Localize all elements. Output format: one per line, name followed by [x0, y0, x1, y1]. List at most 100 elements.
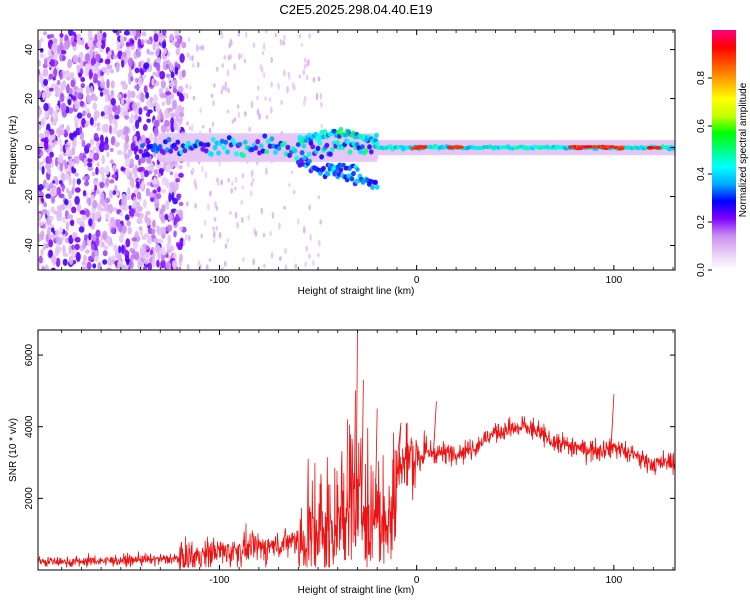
heatmap-cell [164, 119, 170, 128]
heatmap-cell [140, 171, 145, 181]
heatmap-cell [343, 132, 349, 138]
heatmap-cell [212, 226, 215, 231]
heatmap-cell [224, 84, 227, 92]
heatmap-cell [158, 36, 163, 43]
heatmap-cell [231, 181, 234, 186]
heatmap-cell [38, 184, 44, 191]
spectrogram-y-label: Frequency (Hz) [8, 116, 19, 185]
heatmap-cell [226, 135, 232, 141]
heatmap-cell [122, 51, 127, 58]
heatmap-cell [95, 53, 101, 62]
heatmap-cell [134, 154, 140, 160]
heatmap-cell [94, 33, 98, 44]
heatmap-cell [128, 30, 135, 37]
heatmap-cell [201, 44, 205, 51]
heatmap-cell [358, 149, 363, 155]
heatmap-cell [179, 53, 185, 64]
heatmap-cell [92, 263, 97, 269]
heatmap-cell [155, 193, 162, 200]
heatmap-cell [72, 54, 78, 64]
heatmap-cell [360, 144, 365, 150]
heatmap-cell [103, 245, 109, 250]
heatmap-cell [305, 75, 309, 81]
heatmap-cell [51, 267, 56, 270]
heatmap-cell [146, 118, 151, 123]
heatmap-cell [144, 251, 150, 258]
heatmap-cell [95, 236, 100, 247]
heatmap-cell [110, 80, 115, 89]
heatmap-cell [74, 243, 80, 251]
heatmap-cell [123, 30, 130, 36]
heatmap-cell [219, 30, 222, 36]
heatmap-cell [89, 85, 94, 94]
heatmap-cell [182, 239, 186, 246]
heatmap-cell [62, 159, 67, 164]
heatmap-cell [126, 220, 131, 227]
heatmap-cell [87, 197, 92, 207]
heatmap-cell [44, 129, 50, 138]
heatmap-cell [174, 79, 178, 86]
heatmap-cell [41, 208, 48, 215]
heatmap-cell [268, 97, 272, 103]
heatmap-cell [44, 58, 48, 68]
heatmap-cell [154, 198, 160, 209]
heatmap-cell [122, 83, 128, 90]
heatmap-cell [240, 199, 243, 206]
heatmap-cell [329, 147, 335, 153]
heatmap-cell [248, 126, 251, 133]
snr-y-tick-label: 2000 [24, 487, 35, 510]
heatmap-cell [285, 144, 291, 150]
heatmap-cell [178, 209, 184, 218]
heatmap-cell [39, 191, 44, 199]
heatmap-cell [54, 246, 60, 257]
heatmap-cell [229, 38, 233, 46]
heatmap-cell [79, 59, 84, 70]
heatmap-cell [124, 168, 131, 173]
heatmap-cell [196, 61, 200, 68]
heatmap-cell [255, 139, 261, 145]
heatmap-cell [169, 183, 175, 189]
heatmap-cell [147, 262, 153, 270]
heatmap-cell [45, 181, 50, 190]
spectrogram-x-tick-label: 0 [414, 275, 420, 286]
heatmap-cell [64, 198, 69, 206]
heatmap-cell [92, 199, 98, 209]
heatmap-cell [317, 253, 320, 258]
heatmap-cell [79, 100, 85, 107]
heatmap-cell [92, 96, 99, 101]
heatmap-cell [43, 140, 49, 151]
heatmap-cell [161, 176, 168, 186]
snr-panel: -100 0 100 2000 4000 6000 Height of straight… [8, 329, 676, 596]
heatmap-cell [220, 179, 223, 186]
heatmap-cell [61, 172, 66, 183]
heatmap-cell [135, 145, 139, 152]
heatmap-cell [129, 247, 135, 254]
heatmap-cell [173, 172, 179, 180]
heatmap-cell [105, 177, 110, 187]
heatmap-cell [48, 87, 54, 92]
heatmap-cell [149, 162, 154, 172]
heatmap-cell [177, 38, 183, 43]
heatmap-cell [287, 71, 291, 76]
heatmap-cell [171, 99, 178, 110]
heatmap-cell [120, 97, 125, 106]
heatmap-cell [90, 234, 97, 241]
heatmap-cell [174, 30, 181, 37]
heatmap-cell [320, 123, 323, 129]
heatmap-cell [173, 230, 177, 238]
heatmap-cell [143, 62, 150, 70]
heatmap-cell [310, 144, 316, 150]
heatmap-cell [143, 106, 149, 111]
heatmap-cell [58, 138, 62, 146]
heatmap-cell [44, 163, 51, 170]
heatmap-cell [152, 71, 158, 77]
heatmap-cell [155, 102, 161, 113]
heatmap-cell [288, 183, 291, 187]
heatmap-cell [191, 124, 194, 132]
heatmap-cell [179, 226, 183, 231]
heatmap-cell [309, 233, 312, 242]
heatmap-cell [43, 31, 48, 36]
heatmap-cell [162, 30, 167, 36]
heatmap-cell [307, 158, 312, 164]
heatmap-cell [212, 238, 216, 243]
